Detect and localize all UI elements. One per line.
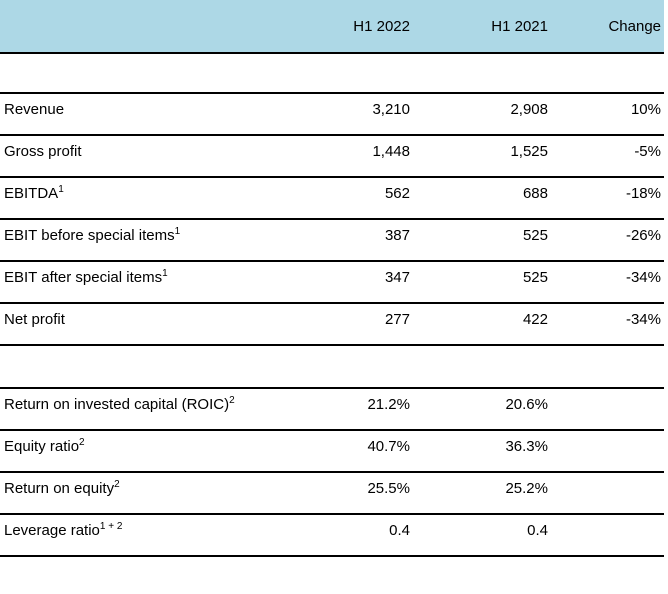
value-h1-2022: 387 (384, 227, 410, 244)
column-header-change: Change (608, 17, 661, 35)
row-label: Gross profit (4, 143, 82, 160)
value-change (548, 430, 664, 472)
value-h1-2022: 3,210 (372, 101, 410, 118)
row-label: Revenue (4, 101, 65, 118)
value-change: -26% (625, 227, 661, 244)
value-change: 10% (630, 101, 661, 118)
row-label: EBITDA1 (4, 184, 64, 203)
value-h1-2021: 688 (522, 185, 548, 202)
value-h1-2021: 525 (522, 227, 548, 244)
value-change: -18% (625, 185, 661, 202)
table-header-row: H1 2022 H1 2021 Change (0, 0, 664, 53)
value-h1-2021: 36.3% (505, 438, 548, 455)
row-label: EBIT after special items1 (4, 268, 168, 287)
value-change (548, 388, 664, 430)
footnote-marker: 1 (58, 184, 64, 195)
table-row-roic: Return on invested capital (ROIC)2 21.2%… (0, 388, 664, 430)
financials-table: H1 2022 H1 2021 Change Revenue 3,210 2,9… (0, 0, 664, 556)
table-row-gross-profit: Gross profit 1,448 1,525 -5% (0, 135, 664, 177)
row-label: Return on invested capital (ROIC)2 (4, 395, 235, 414)
value-h1-2022: 1,448 (372, 143, 410, 160)
footnote-marker: 2 (229, 395, 235, 406)
footnote-marker: 1 (162, 268, 168, 279)
value-h1-2021: 525 (522, 269, 548, 286)
value-h1-2021: 25.2% (505, 480, 548, 497)
value-h1-2022: 25.5% (367, 480, 410, 497)
table-row-ebit-after-special-items: EBIT after special items1 347 525 -34% (0, 261, 664, 303)
footnote-marker: 2 (79, 437, 85, 448)
value-h1-2021: 1,525 (510, 143, 548, 160)
value-h1-2021: 20.6% (505, 396, 548, 413)
footnote-marker: 1 + 2 (99, 521, 123, 532)
corner-cell (0, 0, 340, 53)
value-h1-2022: 347 (384, 269, 410, 286)
table-row-return-on-equity: Return on equity2 25.5% 25.2% (0, 472, 664, 514)
footnote-marker: 1 (174, 226, 181, 237)
row-label: EBIT before special items1 (4, 226, 181, 245)
value-change: -34% (625, 269, 661, 286)
row-label: Leverage ratio1 + 2 (4, 521, 123, 540)
row-label: Return on equity2 (4, 479, 120, 498)
value-h1-2022: 277 (384, 311, 410, 328)
table-row-ebitda: EBITDA1 562 688 -18% (0, 177, 664, 219)
column-header-h1-2021: H1 2021 (491, 17, 548, 35)
value-change (548, 514, 664, 556)
value-h1-2022: 0.4 (389, 522, 410, 539)
value-change (548, 472, 664, 514)
column-header-h1-2022: H1 2022 (353, 17, 410, 35)
spacer-row (0, 345, 664, 388)
table-row-revenue: Revenue 3,210 2,908 10% (0, 93, 664, 135)
table-row-equity-ratio: Equity ratio2 40.7% 36.3% (0, 430, 664, 472)
value-h1-2022: 562 (384, 185, 410, 202)
row-label: Equity ratio2 (4, 437, 85, 456)
footnote-marker: 2 (114, 479, 120, 490)
value-h1-2021: 0.4 (527, 522, 548, 539)
table-row-leverage-ratio: Leverage ratio1 + 2 0.4 0.4 (0, 514, 664, 556)
row-label: Net profit (4, 311, 65, 328)
table-row-ebit-before-special-items: EBIT before special items1 387 525 -26% (0, 219, 664, 261)
value-h1-2021: 2,908 (510, 101, 548, 118)
value-change: -5% (634, 143, 661, 160)
value-change: -34% (625, 311, 661, 328)
value-h1-2021: 422 (522, 311, 548, 328)
value-h1-2022: 21.2% (367, 396, 410, 413)
table-row-net-profit: Net profit 277 422 -34% (0, 303, 664, 345)
spacer-row (0, 53, 664, 93)
value-h1-2022: 40.7% (367, 438, 410, 455)
